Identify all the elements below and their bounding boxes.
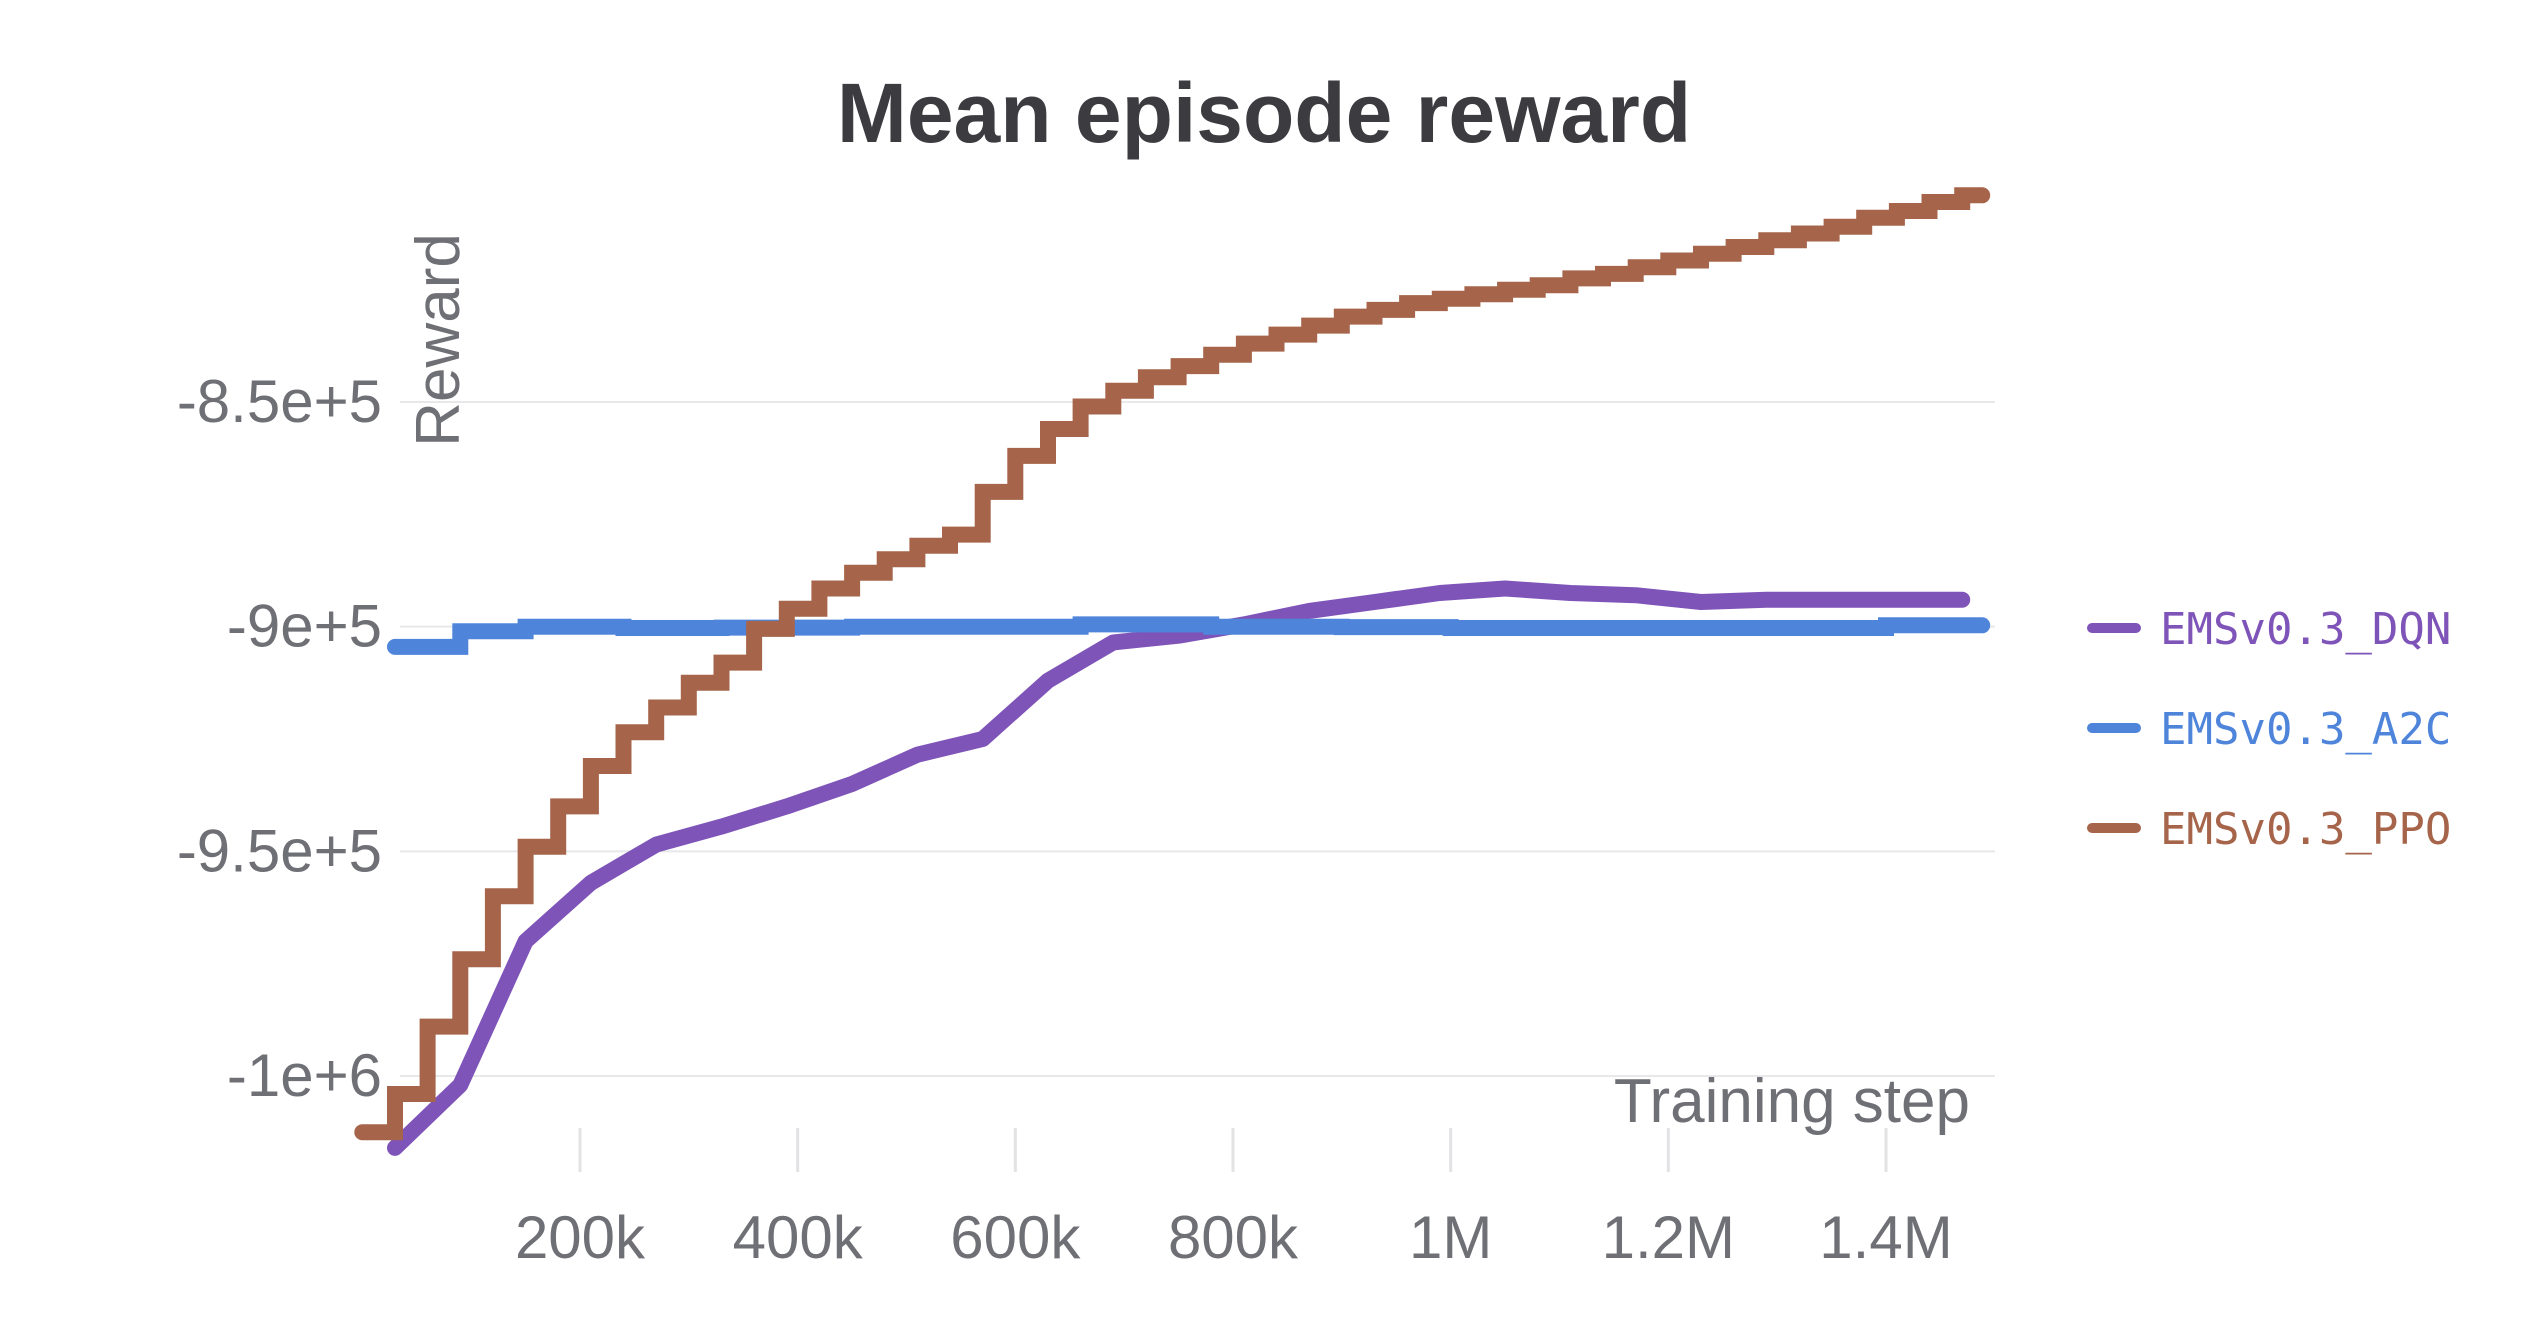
y-tick-label: -1e+6 bbox=[227, 1042, 382, 1109]
y-tick-label: -9e+5 bbox=[227, 593, 382, 660]
x-tick-label: 400k bbox=[733, 1204, 864, 1271]
x-tick-label: 1M bbox=[1409, 1204, 1492, 1271]
x-axis-ticks: 200k 400k 600k 800k 1M 1.2M 1.4M bbox=[515, 1128, 1953, 1271]
y-axis-label: Reward bbox=[404, 233, 473, 447]
x-tick-label: 600k bbox=[950, 1204, 1081, 1271]
y-axis-ticks: -8.5e+5 -9e+5 -9.5e+5 -1e+6 bbox=[177, 368, 382, 1109]
x-tick-label: 800k bbox=[1168, 1204, 1299, 1271]
series-line-emsv0-3-ppo bbox=[354, 187, 1991, 1141]
legend-label: EMSv0.3_A2C bbox=[2160, 704, 2451, 755]
legend-label: EMSv0.3_PPO bbox=[2160, 804, 2451, 855]
series-line-emsv0-3-a2c bbox=[387, 616, 1991, 655]
x-axis-label: Training step bbox=[1614, 1067, 1970, 1136]
series-line-emsv0-3-dqn bbox=[387, 580, 1971, 1156]
x-tick-label: 200k bbox=[515, 1204, 646, 1271]
chart-title: Mean episode reward bbox=[837, 66, 1691, 160]
x-tick-label: 1.2M bbox=[1602, 1204, 1735, 1271]
plot-area bbox=[354, 187, 1991, 1156]
legend: EMSv0.3_DQN EMSv0.3_A2C EMSv0.3_PPO bbox=[2087, 604, 2451, 855]
y-tick-label: -8.5e+5 bbox=[177, 368, 382, 435]
y-tick-label: -9.5e+5 bbox=[177, 817, 382, 884]
legend-label: EMSv0.3_DQN bbox=[2160, 604, 2451, 655]
x-tick-label: 1.4M bbox=[1819, 1204, 1952, 1271]
